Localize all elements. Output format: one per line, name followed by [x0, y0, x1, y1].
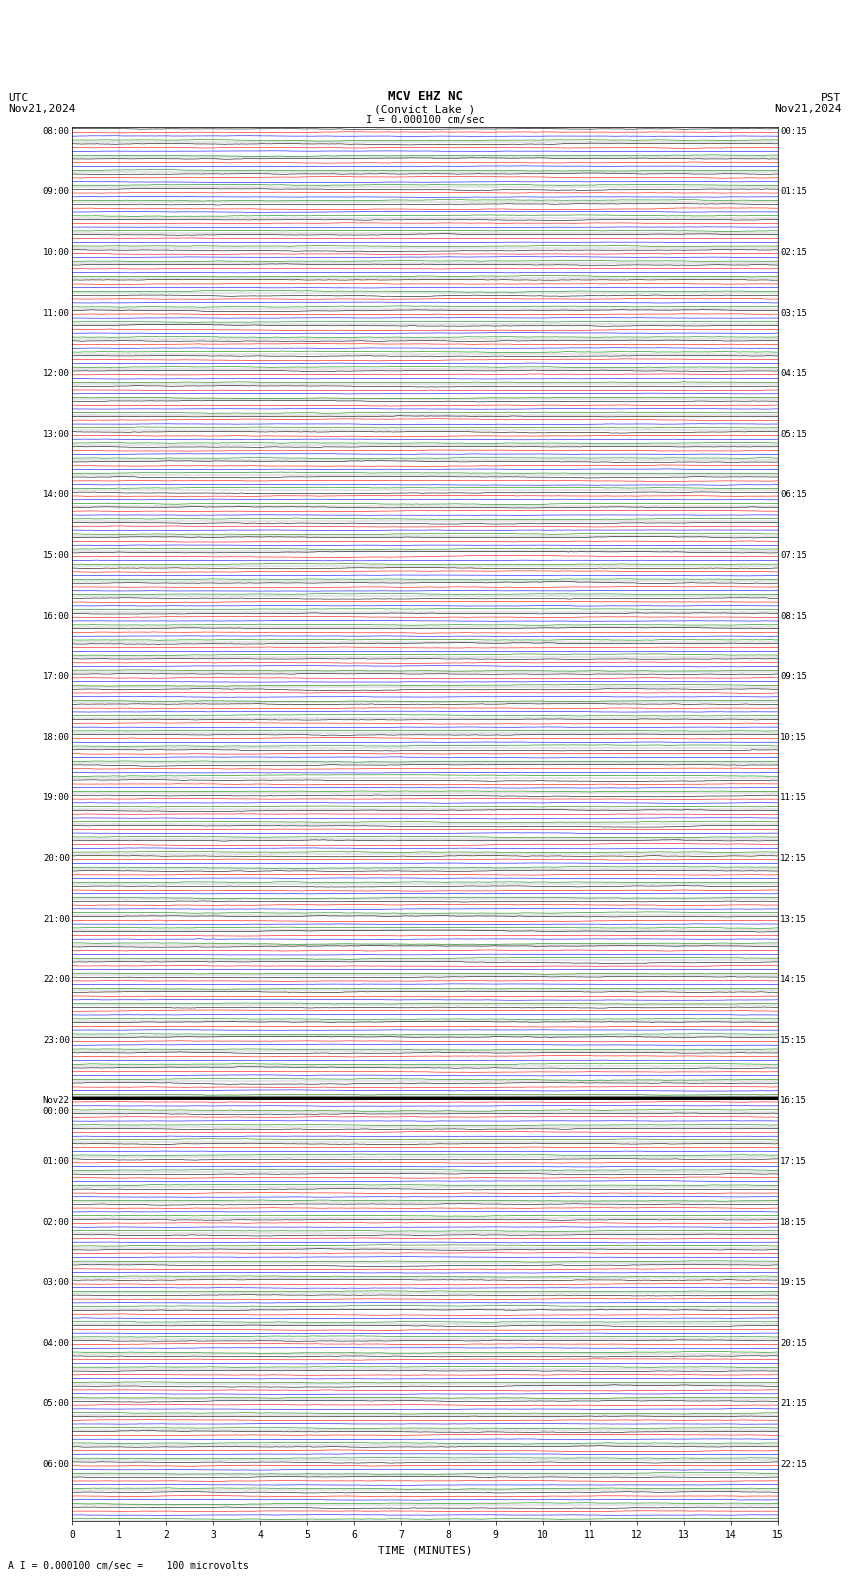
- Text: 14:00: 14:00: [42, 491, 70, 499]
- Text: 17:00: 17:00: [42, 672, 70, 681]
- Text: 02:15: 02:15: [780, 249, 808, 257]
- Text: 13:15: 13:15: [780, 914, 808, 923]
- Text: Nov21,2024: Nov21,2024: [774, 105, 842, 114]
- Text: 21:00: 21:00: [42, 914, 70, 923]
- Text: 16:00: 16:00: [42, 611, 70, 621]
- Text: 00:15: 00:15: [780, 127, 808, 136]
- X-axis label: TIME (MINUTES): TIME (MINUTES): [377, 1546, 473, 1555]
- Text: 13:00: 13:00: [42, 429, 70, 439]
- Text: 23:00: 23:00: [42, 1036, 70, 1045]
- Text: 09:00: 09:00: [42, 187, 70, 196]
- Text: UTC: UTC: [8, 93, 29, 103]
- Text: 16:15: 16:15: [780, 1096, 808, 1106]
- Text: 11:15: 11:15: [780, 794, 808, 803]
- Text: 15:15: 15:15: [780, 1036, 808, 1045]
- Text: 01:00: 01:00: [42, 1156, 70, 1166]
- Text: 02:00: 02:00: [42, 1218, 70, 1226]
- Text: 18:00: 18:00: [42, 733, 70, 741]
- Text: 05:15: 05:15: [780, 429, 808, 439]
- Text: 03:15: 03:15: [780, 309, 808, 317]
- Text: 03:00: 03:00: [42, 1278, 70, 1288]
- Text: 19:00: 19:00: [42, 794, 70, 803]
- Text: 05:00: 05:00: [42, 1399, 70, 1408]
- Text: 04:00: 04:00: [42, 1338, 70, 1348]
- Text: 19:15: 19:15: [780, 1278, 808, 1288]
- Text: 11:00: 11:00: [42, 309, 70, 317]
- Text: 20:00: 20:00: [42, 854, 70, 863]
- Text: 22:00: 22:00: [42, 976, 70, 984]
- Text: 21:15: 21:15: [780, 1399, 808, 1408]
- Text: 18:15: 18:15: [780, 1218, 808, 1226]
- Text: 06:00: 06:00: [42, 1460, 70, 1468]
- Text: 06:15: 06:15: [780, 491, 808, 499]
- Text: 01:15: 01:15: [780, 187, 808, 196]
- Text: A I = 0.000100 cm/sec =    100 microvolts: A I = 0.000100 cm/sec = 100 microvolts: [8, 1562, 249, 1571]
- Text: Nov21,2024: Nov21,2024: [8, 105, 76, 114]
- Text: PST: PST: [821, 93, 842, 103]
- Text: I = 0.000100 cm/sec: I = 0.000100 cm/sec: [366, 116, 484, 125]
- Text: 10:00: 10:00: [42, 249, 70, 257]
- Text: 12:15: 12:15: [780, 854, 808, 863]
- Text: 08:00: 08:00: [42, 127, 70, 136]
- Text: 10:15: 10:15: [780, 733, 808, 741]
- Text: Nov22
00:00: Nov22 00:00: [42, 1096, 70, 1115]
- Text: 12:00: 12:00: [42, 369, 70, 379]
- Text: 14:15: 14:15: [780, 976, 808, 984]
- Text: 07:15: 07:15: [780, 551, 808, 561]
- Text: 04:15: 04:15: [780, 369, 808, 379]
- Text: MCV EHZ NC: MCV EHZ NC: [388, 90, 462, 103]
- Text: 08:15: 08:15: [780, 611, 808, 621]
- Text: 15:00: 15:00: [42, 551, 70, 561]
- Text: 09:15: 09:15: [780, 672, 808, 681]
- Text: 22:15: 22:15: [780, 1460, 808, 1468]
- Text: 17:15: 17:15: [780, 1156, 808, 1166]
- Text: (Convict Lake ): (Convict Lake ): [374, 105, 476, 114]
- Text: 20:15: 20:15: [780, 1338, 808, 1348]
